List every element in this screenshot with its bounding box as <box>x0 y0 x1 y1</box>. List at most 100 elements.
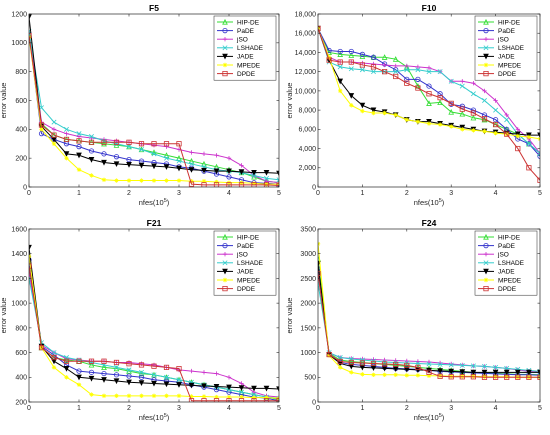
data-point-jade <box>101 377 107 383</box>
data-point-dpde <box>263 398 270 402</box>
x-tick-label: 0 <box>316 405 320 412</box>
chart-title: F5 <box>149 3 159 13</box>
data-point-jade <box>470 369 477 376</box>
legend-marker <box>483 233 489 240</box>
data-point-pade <box>29 257 32 263</box>
data-point-hip-de <box>437 99 443 106</box>
data-point-lshade <box>151 372 157 378</box>
data-point-jade <box>359 102 366 109</box>
data-point-dpde <box>393 73 399 80</box>
y-tick-label: 1400 <box>11 251 27 258</box>
data-point-dpde <box>126 139 132 145</box>
data-point-hip-de <box>348 358 355 365</box>
legend-marker <box>483 18 489 25</box>
y-tick-label: 1600 <box>11 226 27 233</box>
legend-box <box>213 15 277 81</box>
data-point-jade <box>226 384 232 391</box>
y-tick-label: 400 <box>15 375 27 382</box>
data-point-mpede <box>349 103 354 108</box>
data-point-jade <box>492 369 499 376</box>
data-point-lshade <box>482 363 487 369</box>
data-point-jso <box>515 127 520 132</box>
data-point-mpede <box>201 179 207 184</box>
data-point-jade <box>459 369 466 375</box>
data-point-mpede <box>64 375 69 380</box>
x-tick-label: 1 <box>77 405 81 412</box>
data-point-dpde <box>101 139 107 145</box>
data-point-dpde <box>238 182 245 187</box>
data-point-mpede <box>460 127 465 132</box>
y-tick-label: 600 <box>15 98 27 105</box>
legend-marker <box>222 268 228 275</box>
data-point-dpde <box>113 139 120 145</box>
legend-entry-jso: jSO <box>497 37 509 44</box>
y-tick-label: 200 <box>15 399 27 406</box>
x-tick-label: 4 <box>227 405 231 412</box>
data-point-jade <box>276 170 279 177</box>
legend-entry-pade: PaDE <box>498 243 516 250</box>
data-point-dpde <box>101 358 107 364</box>
y-tick-label: 1200 <box>11 276 27 283</box>
series-line-pade <box>29 259 279 402</box>
data-point-jade <box>201 167 207 174</box>
x-tick-label: 1 <box>77 190 81 197</box>
legend-marker <box>222 277 228 283</box>
data-point-lshade <box>404 67 410 73</box>
data-point-mpede <box>89 392 94 397</box>
x-tick-label: 4 <box>227 190 231 197</box>
legend-entry-hip-de: HIP-DE <box>237 234 260 241</box>
data-point-dpde <box>481 116 488 122</box>
data-point-mpede <box>360 372 365 377</box>
data-point-pade <box>492 117 499 123</box>
chart-title: F10 <box>422 3 437 13</box>
data-point-hip-de <box>63 356 70 363</box>
data-point-pade <box>437 91 443 97</box>
data-point-dpde <box>348 359 354 366</box>
data-point-mpede <box>226 394 232 400</box>
data-point-jade <box>113 378 120 385</box>
data-point-pade <box>101 151 107 157</box>
data-point-jade <box>163 381 170 388</box>
data-point-dpde <box>176 366 182 372</box>
data-point-lshade <box>39 105 44 111</box>
data-point-jso <box>189 150 194 155</box>
legend-entry-jso: jSO <box>236 252 248 259</box>
data-point-jade <box>138 380 145 386</box>
data-point-mpede <box>189 394 194 399</box>
legend-entry-mpede: MPEDE <box>498 277 522 284</box>
data-point-jade <box>101 159 107 166</box>
series-line-dpde <box>318 273 540 378</box>
data-point-mpede <box>404 373 409 378</box>
data-point-pade <box>348 48 354 55</box>
data-point-mpede <box>382 110 387 116</box>
data-point-dpde <box>426 91 432 97</box>
data-point-jade <box>113 161 120 168</box>
data-point-lshade <box>151 151 157 157</box>
data-point-mpede <box>482 129 487 134</box>
data-point-lshade <box>437 69 443 75</box>
data-point-pade <box>113 154 120 160</box>
data-point-jade <box>251 385 257 392</box>
data-point-jso <box>226 155 232 161</box>
data-point-hip-de <box>403 63 410 70</box>
data-point-jade <box>403 366 410 373</box>
data-point-dpde <box>188 181 195 187</box>
data-point-jso <box>493 98 498 103</box>
data-point-dpde <box>348 59 354 65</box>
data-point-lshade <box>239 389 244 395</box>
data-point-mpede <box>393 112 398 118</box>
x-tick-label: 3 <box>177 405 181 412</box>
y-tick-label: 1200 <box>11 11 27 18</box>
data-point-dpde <box>504 131 510 137</box>
data-point-lshade <box>114 364 119 370</box>
y-tick-label: 0 <box>23 184 27 191</box>
legend-marker <box>222 45 228 51</box>
data-point-jso <box>29 270 32 275</box>
data-point-mpede <box>360 108 365 114</box>
x-tick-label: 0 <box>27 405 31 412</box>
data-point-dpde <box>251 182 257 187</box>
legend-entry-jso: jSO <box>236 37 248 44</box>
y-tick-label: 6,000 <box>298 127 316 134</box>
x-tick-label: 5 <box>538 190 542 197</box>
data-point-mpede <box>164 393 169 399</box>
